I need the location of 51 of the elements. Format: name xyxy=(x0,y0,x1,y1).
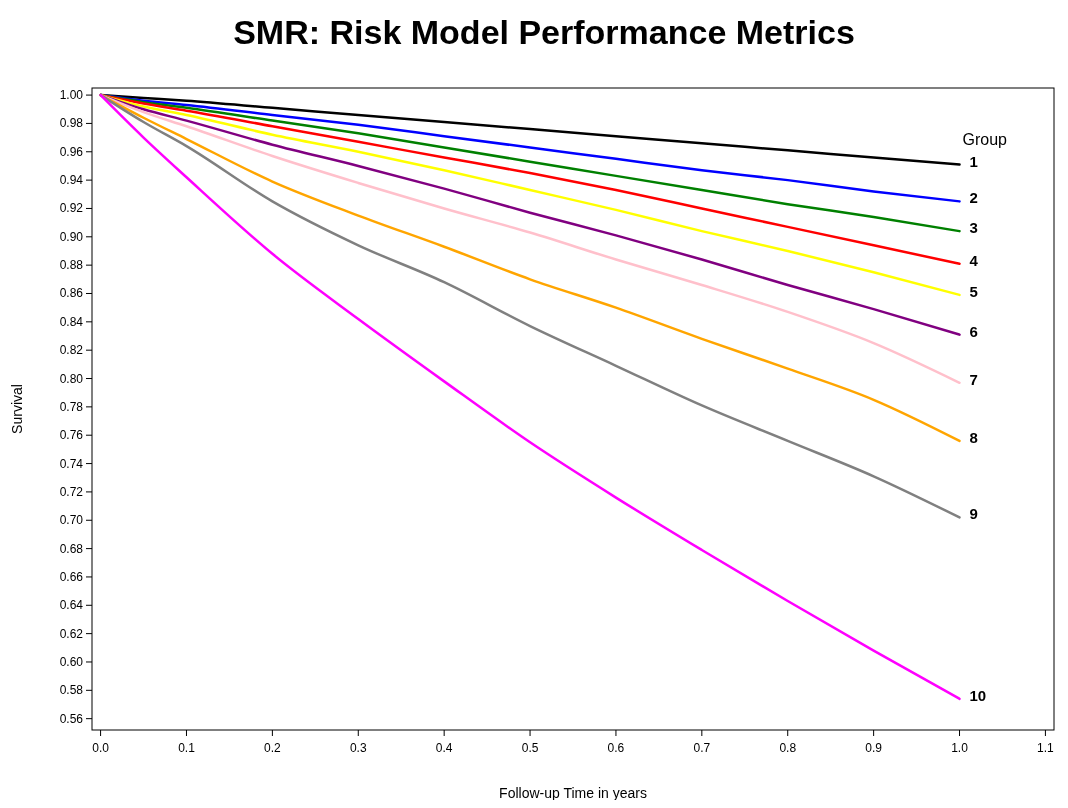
series-label: 7 xyxy=(969,370,978,388)
y-tick-label: 0.66 xyxy=(59,569,84,584)
x-tick-label: 0.8 xyxy=(779,741,797,755)
x-tick-label: 1.1 xyxy=(1037,741,1055,755)
x-axis-title: Follow-up Time in years xyxy=(499,785,647,801)
y-tick-label: 0.72 xyxy=(59,484,84,499)
y-tick-label: 1.00 xyxy=(59,88,84,103)
series-label: 6 xyxy=(969,322,978,340)
series-label: 2 xyxy=(969,189,978,207)
y-tick-label: 0.74 xyxy=(59,456,84,471)
y-tick-label: 0.94 xyxy=(59,173,84,188)
x-tick-label: 0.5 xyxy=(521,741,539,755)
y-tick-label: 0.90 xyxy=(59,229,84,244)
y-tick-label: 0.84 xyxy=(59,314,84,329)
y-tick-label: 0.78 xyxy=(59,399,84,414)
y-tick-label: 0.98 xyxy=(59,116,84,131)
y-tick-label: 0.96 xyxy=(59,144,84,159)
line-series xyxy=(99,93,961,701)
y-tick-label: 0.64 xyxy=(59,598,84,613)
y-tick-label: 0.62 xyxy=(59,626,84,641)
x-tick-label: 0.3 xyxy=(349,741,367,755)
y-tick-label: 0.70 xyxy=(59,513,84,528)
x-tick-label: 1.0 xyxy=(951,741,969,755)
x-tick-label: 0.9 xyxy=(865,741,883,755)
x-tick-label: 0.6 xyxy=(607,741,625,755)
series-label: 5 xyxy=(969,282,978,300)
y-tick-label: 0.82 xyxy=(59,343,84,358)
x-tick-label: 0.1 xyxy=(178,741,196,755)
series-label: 8 xyxy=(969,428,978,446)
y-tick-label: 0.92 xyxy=(59,201,84,216)
x-tick-label: 0.0 xyxy=(92,741,110,755)
series-label: 9 xyxy=(969,505,978,523)
y-tick-label: 0.68 xyxy=(59,541,84,556)
series-label: 1 xyxy=(969,152,978,170)
y-tick-label: 0.88 xyxy=(59,258,84,273)
x-tick-label: 0.7 xyxy=(693,741,711,755)
y-tick-label: 0.86 xyxy=(59,286,84,301)
y-tick-label: 0.76 xyxy=(59,428,84,443)
y-tick-label: 0.60 xyxy=(59,654,84,669)
x-tick-label: 0.2 xyxy=(264,741,282,755)
x-tick-label: 0.4 xyxy=(435,741,453,755)
y-tick-label: 0.58 xyxy=(59,683,84,698)
series-label: 3 xyxy=(969,219,978,237)
line-series xyxy=(99,93,961,336)
series-label: 4 xyxy=(969,251,979,269)
y-axis-title: Survival xyxy=(9,384,25,434)
series-label: 10 xyxy=(969,686,987,704)
legend-title: Group xyxy=(962,130,1008,148)
y-tick-label: 0.80 xyxy=(59,371,84,386)
chart-title: SMR: Risk Model Performance Metrics xyxy=(233,13,855,51)
y-tick-label: 0.56 xyxy=(59,711,84,726)
